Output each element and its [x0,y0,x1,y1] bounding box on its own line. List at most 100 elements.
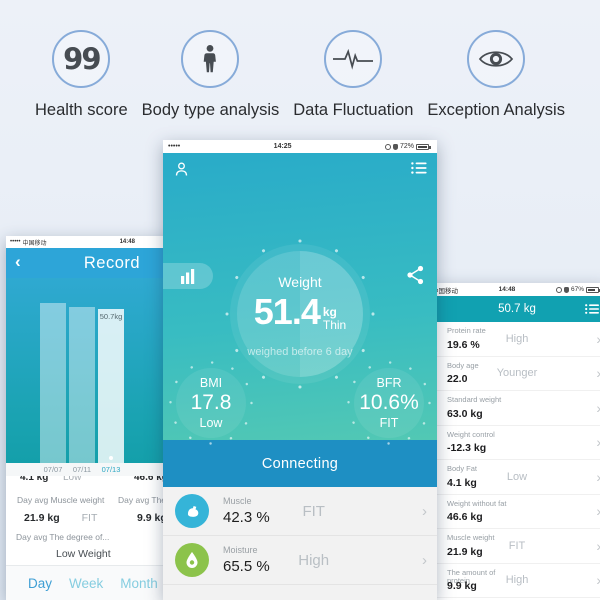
history-chart-button[interactable] [163,263,213,289]
summary-value: 21.9 kg [24,512,60,524]
dial-label: Weight [278,274,322,290]
chevron-right-icon: › [596,365,600,381]
chart-bar-selected[interactable]: 50.7kg [98,309,124,463]
row-amount-of-protein[interactable]: The amount of protein 9.9 kg High › [427,564,600,598]
muscle-icon [175,494,209,528]
metric-list: Muscle 42.3 % FIT › Moisture 65.5 % High… [163,487,437,600]
battery-icon [416,143,431,150]
chevron-right-icon: › [596,503,600,519]
chart-bar[interactable] [69,307,95,463]
row-body-age[interactable]: Body age 22.0 Younger › [427,357,600,391]
shield-icon [563,286,569,293]
row-body-fat[interactable]: Body Fat 4.1 kg Low › [427,460,600,495]
metric-row-moisture[interactable]: Moisture 65.5 % High › [163,536,437,585]
score-99: 99 [63,42,101,76]
summary-value: 46.6 kg [134,476,168,483]
summary-value: 9.9 kg [137,512,167,524]
muscle-weight-summary: Day avg Muscle weight 21.9 kg FIT [17,494,104,524]
bfr-dial: BFR 10.6% FIT [347,361,431,445]
second-column-summary: Day avg The 9.9 kg [118,494,167,524]
row-standard-weight[interactable]: Standard weight 63.0 kg › [427,391,600,426]
chevron-right-icon: › [596,400,600,416]
summary-label: Day avg Muscle weight [17,495,105,505]
bfr-value: 10.6% [359,391,419,414]
eye-icon [467,30,526,88]
summary-state: Low [63,476,82,483]
row-muscle-weight[interactable]: Muscle weight 21.9 kg FIT › [427,529,600,564]
tab-month[interactable]: Month [120,575,158,591]
degree-summary: Day avg The degree of... Low Weight [16,531,111,560]
feature-health-score: 99 Health score [35,30,128,120]
body-figure-icon [181,30,240,88]
feature-label: Exception Analysis [427,101,565,119]
status-time: 14:25 [273,143,292,150]
axis-tick-selected[interactable]: 07/13 [101,465,121,474]
chevron-right-icon: › [596,469,600,485]
carrier-label: 中国移动 [432,287,458,295]
summary-value: 4.1 kg [20,476,49,483]
chart-bar[interactable] [40,303,66,463]
bar-chart-icon [181,268,195,284]
feature-body-type: Body type analysis [141,30,280,120]
center-status-bar: ••••• 14:25 72% [163,140,437,153]
measurement-list: Protein rate 19.6 % High › Body age 22.0… [427,322,600,600]
metric-row-muscle[interactable]: Muscle 42.3 % FIT › [163,487,437,536]
bmi-value: 17.8 [190,391,232,414]
feature-exception-analysis: Exception Analysis [427,30,565,120]
feature-label: Data Fluctuation [293,101,414,119]
share-icon[interactable] [406,265,425,285]
dashboard-main: Weight 51.4 kg Thin weighed before 6 day… [163,153,437,445]
profile-icon[interactable] [173,161,190,178]
dotted-ring [347,361,431,445]
summary-state: FIT [81,512,98,524]
connecting-button[interactable]: Connecting [163,440,437,487]
bfr-state: FIT [379,416,399,430]
feature-label: Health score [35,101,128,119]
rotation-lock-icon [555,286,562,293]
list-menu-icon[interactable] [585,304,599,314]
summary-value: Low Weight [56,548,111,560]
droplet-icon [175,543,209,577]
shield-icon [392,143,398,150]
tab-day[interactable]: Day [28,575,53,591]
status-time: 14:48 [119,239,135,245]
selected-dot [109,456,113,460]
back-icon[interactable]: ‹ [15,252,21,271]
weight-value: 51.4 [253,291,321,332]
chevron-right-icon: › [422,502,427,520]
summary-label: Day avg The [118,495,167,505]
signal-dots: ••••• [10,239,21,245]
header-title: 50.7 kg [498,303,536,315]
list-menu-icon[interactable] [411,162,427,174]
center-phone-screenshot: ••••• 14:25 72% [163,140,437,600]
chevron-right-icon: › [596,434,600,450]
weight-header: 50.7 kg [427,296,600,322]
bar-value-label: 50.7kg [99,312,123,321]
battery-percent: 67% [570,286,584,293]
pulse-line-icon [324,30,383,88]
page-title: Record [83,253,141,272]
bfr-label: BFR [376,376,402,390]
clipped-summary-row: 4.1 kg Low 46.6 kg [6,476,218,489]
right-phone-screenshot: 中国移动 14:48 67% 50.7 kg Protein rate 19.6… [427,283,600,600]
bmi-label: BMI [199,376,223,390]
health-score-icon: 99 [52,30,111,88]
row-weight-without-fat[interactable]: Weight without fat 46.6 kg › [427,495,600,529]
right-status-bar: 中国移动 14:48 67% [427,283,600,296]
feature-row: 99 Health score Body type analysis Data … [0,30,600,120]
chevron-right-icon: › [596,331,600,347]
feature-label: Body type analysis [141,101,280,119]
axis-tick[interactable]: 07/07 [43,465,63,474]
weight-state: Thin [322,318,347,332]
row-weight-control[interactable]: Weight control -12.3 kg › [427,426,600,460]
summary-label: Day avg The degree of... [16,532,110,542]
carrier-label: 中国移动 [22,240,47,247]
feature-data-fluctuation: Data Fluctuation [293,30,413,120]
status-time: 14:48 [498,286,516,293]
axis-tick[interactable]: 07/11 [72,465,92,474]
battery-icon [585,286,600,293]
weight-dial: Weight 51.4 kg Thin weighed before 6 day [225,239,375,389]
row-protein-rate[interactable]: Protein rate 19.6 % High › [427,322,600,357]
rotation-lock-icon [384,143,391,150]
tab-week[interactable]: Week [69,575,104,591]
